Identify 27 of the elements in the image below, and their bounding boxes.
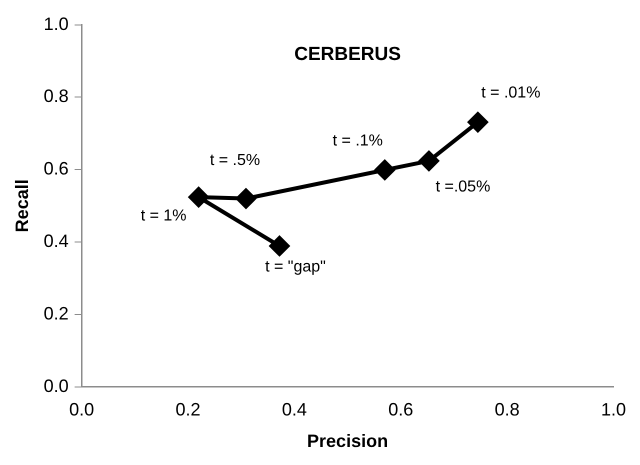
point (374, 160, 395, 180)
y-axis-title: Recall (12, 179, 32, 232)
point (236, 188, 256, 209)
annotation: t = "gap" (265, 258, 326, 276)
annotation: t =.05% (436, 178, 490, 196)
point (418, 150, 439, 171)
y-tick-label: 0.6 (44, 158, 69, 179)
annotation: t = .5% (210, 152, 260, 169)
point (188, 187, 209, 208)
y-tick-label: 0.8 (44, 86, 69, 106)
x-tick-label: 0.8 (494, 400, 520, 420)
x-tick-label: 0.0 (69, 400, 94, 420)
annotation: t = .1% (332, 132, 383, 150)
annotation: t = .01% (481, 84, 540, 102)
x-tick-label: 1.0 (600, 400, 626, 420)
point (468, 112, 488, 132)
y-tick-label: 0.4 (44, 230, 69, 251)
x-tick-label: 0.6 (388, 400, 414, 420)
y-tick-label: 0.0 (44, 376, 69, 396)
x-axis-title: Precision (307, 431, 388, 452)
text: CERBERUS (294, 44, 401, 66)
y-tick-label: 1.0 (44, 14, 69, 34)
annotation: t = 1% (140, 208, 187, 225)
point (269, 236, 290, 256)
x-tick-label: 0.4 (282, 400, 307, 420)
x-tick-label: 0.2 (175, 400, 201, 420)
y-tick-label: 0.2 (44, 303, 69, 324)
